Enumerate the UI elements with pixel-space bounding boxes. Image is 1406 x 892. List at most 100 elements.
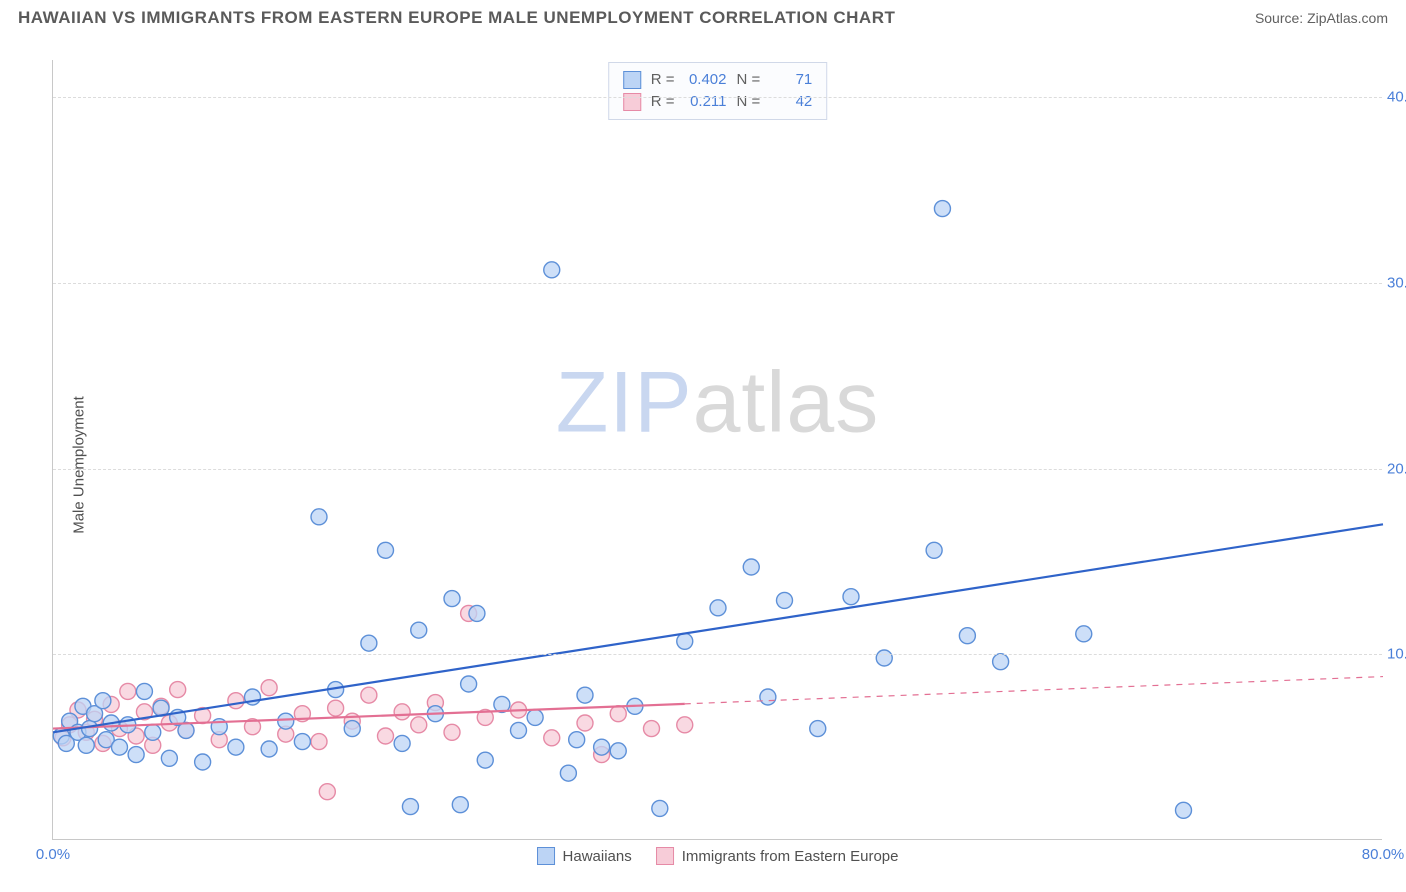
chart-svg (53, 60, 1382, 839)
data-point (527, 709, 543, 725)
data-point (560, 765, 576, 781)
data-point (677, 717, 693, 733)
data-point (993, 654, 1009, 670)
legend-swatch-1 (537, 847, 555, 865)
data-point (378, 542, 394, 558)
data-point (178, 722, 194, 738)
data-point (311, 734, 327, 750)
data-point (644, 721, 660, 737)
data-point (261, 680, 277, 696)
data-point (344, 721, 360, 737)
swatch-series-1 (623, 71, 641, 89)
data-point (594, 739, 610, 755)
data-point (402, 799, 418, 815)
data-point (444, 724, 460, 740)
legend-item-1: Hawaiians (537, 847, 632, 865)
data-point (810, 721, 826, 737)
gridline (53, 469, 1382, 470)
data-point (461, 676, 477, 692)
gridline (53, 283, 1382, 284)
n-label-1: N = (737, 69, 761, 91)
n-label-2: N = (737, 91, 761, 113)
data-point (161, 750, 177, 766)
data-point (394, 704, 410, 720)
data-point (743, 559, 759, 575)
data-point (577, 687, 593, 703)
data-point (361, 687, 377, 703)
data-point (228, 693, 244, 709)
chart-title: HAWAIIAN VS IMMIGRANTS FROM EASTERN EURO… (18, 8, 895, 28)
data-point (677, 633, 693, 649)
data-point (170, 682, 186, 698)
y-tick-label: 20.0% (1387, 460, 1406, 477)
x-tick-label: 80.0% (1362, 846, 1405, 863)
data-point (1176, 802, 1192, 818)
data-point (843, 589, 859, 605)
swatch-series-2 (623, 93, 641, 111)
legend-swatch-2 (656, 847, 674, 865)
data-point (926, 542, 942, 558)
data-point (610, 743, 626, 759)
data-point (577, 715, 593, 731)
data-point (544, 262, 560, 278)
stats-row-1: R = 0.402 N = 71 (623, 69, 813, 91)
stats-row-2: R = 0.211 N = 42 (623, 91, 813, 113)
gridline (53, 97, 1382, 98)
y-tick-label: 40.0% (1387, 89, 1406, 106)
data-point (569, 732, 585, 748)
data-point (261, 741, 277, 757)
data-point (652, 800, 668, 816)
y-tick-label: 30.0% (1387, 274, 1406, 291)
r-value-1: 0.402 (683, 69, 727, 91)
data-point (710, 600, 726, 616)
n-value-1: 71 (768, 69, 812, 91)
x-tick-label: 0.0% (36, 846, 70, 863)
r-label-2: R = (651, 91, 675, 113)
source-attribution: Source: ZipAtlas.com (1255, 10, 1388, 26)
data-point (411, 622, 427, 638)
legend-item-2: Immigrants from Eastern Europe (656, 847, 899, 865)
data-point (469, 605, 485, 621)
data-point (378, 728, 394, 744)
data-point (195, 754, 211, 770)
data-point (411, 717, 427, 733)
bottom-legend: Hawaiians Immigrants from Eastern Europe (537, 847, 899, 865)
data-point (120, 683, 136, 699)
data-point (610, 706, 626, 722)
trend-line-extrapolated (685, 677, 1383, 704)
data-point (444, 591, 460, 607)
plot-wrapper: Male Unemployment ZIPatlas R = 0.402 N =… (0, 40, 1406, 890)
data-point (1076, 626, 1092, 642)
data-point (876, 650, 892, 666)
data-point (294, 734, 310, 750)
data-point (394, 735, 410, 751)
plot-area: ZIPatlas R = 0.402 N = 71 R = 0.211 N = … (52, 60, 1382, 840)
data-point (477, 752, 493, 768)
data-point (511, 722, 527, 738)
data-point (319, 784, 335, 800)
gridline (53, 654, 1382, 655)
data-point (760, 689, 776, 705)
data-point (128, 747, 144, 763)
data-point (145, 724, 161, 740)
data-point (452, 797, 468, 813)
r-label-1: R = (651, 69, 675, 91)
r-value-2: 0.211 (683, 91, 727, 113)
data-point (278, 713, 294, 729)
data-point (82, 721, 98, 737)
data-point (361, 635, 377, 651)
data-point (328, 700, 344, 716)
data-point (777, 592, 793, 608)
data-point (934, 201, 950, 217)
legend-label-2: Immigrants from Eastern Europe (682, 848, 899, 865)
n-value-2: 42 (768, 91, 812, 113)
data-point (544, 730, 560, 746)
data-point (78, 737, 94, 753)
legend-label-1: Hawaiians (563, 848, 632, 865)
y-tick-label: 10.0% (1387, 646, 1406, 663)
data-point (228, 739, 244, 755)
data-point (112, 739, 128, 755)
trend-line (53, 524, 1383, 732)
data-point (311, 509, 327, 525)
data-point (95, 693, 111, 709)
